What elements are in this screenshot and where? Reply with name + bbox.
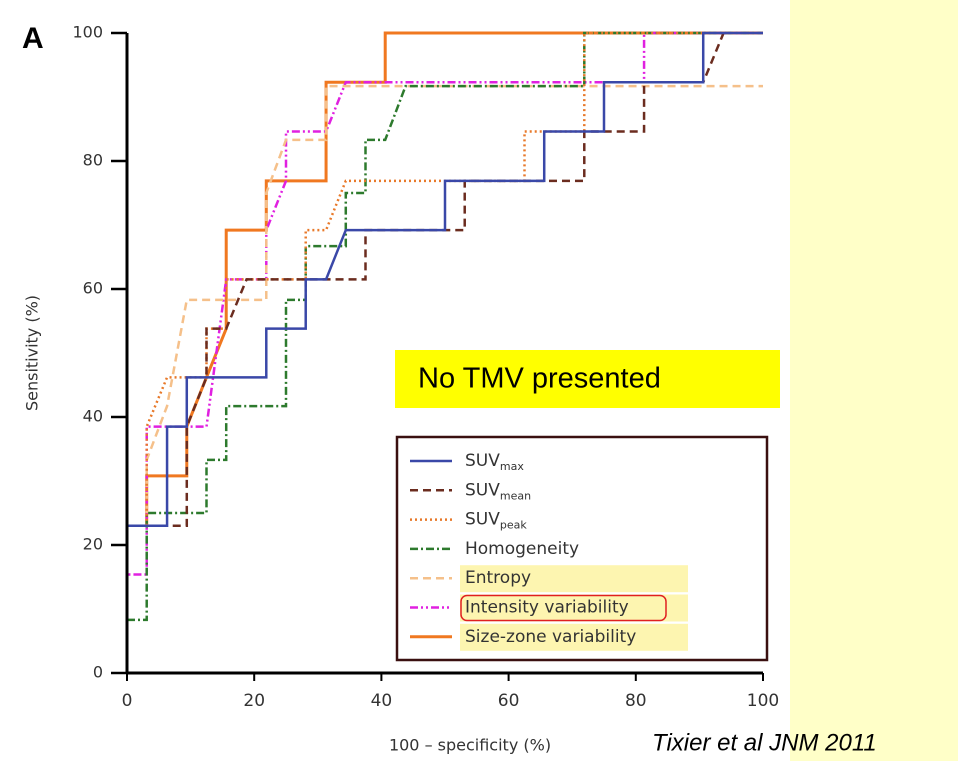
legend-name: Homogeneity: [465, 539, 579, 559]
legend-name: Size-zone variability: [465, 627, 636, 647]
series-line: [145, 84, 763, 513]
y-tick-label: 60: [83, 279, 103, 298]
legend-label: SUVmax: [465, 451, 524, 473]
y-tick-label: 80: [83, 151, 103, 170]
legend-name: SUV: [465, 480, 500, 500]
x-tick-label: 100: [747, 691, 779, 711]
legend: [395, 435, 769, 662]
x-tick-label: 40: [371, 691, 393, 711]
series-line: [145, 31, 763, 526]
x-axis-label: 100 – specificity (%): [389, 736, 551, 755]
legend-label: Homogeneity: [465, 539, 579, 559]
legend-subscript: mean: [500, 489, 531, 502]
series-line: [127, 31, 763, 622]
panel-label: A: [22, 22, 44, 55]
legend-label: Entropy: [465, 568, 531, 588]
legend-label: Size-zone variability: [465, 627, 636, 647]
y-axis-label: Sensitivity (%): [23, 295, 42, 411]
y-tick-label: 0: [93, 663, 103, 682]
annotation: No TMV presented: [418, 363, 661, 395]
citation: Tixier et al JNM 2011: [652, 729, 877, 756]
legend-highlight: [460, 623, 688, 651]
legend-highlight: [460, 565, 688, 593]
x-tick-label: 0: [122, 691, 133, 711]
legend-name: Entropy: [465, 568, 531, 588]
x-tick-label: 60: [498, 691, 520, 711]
legend-name: Intensity variability: [465, 598, 629, 618]
legend-name: SUV: [465, 510, 500, 530]
legend-subscript: max: [500, 460, 524, 473]
y-tick-label: 100: [72, 23, 103, 42]
series-line: [125, 31, 763, 673]
y-tick-label: 40: [83, 407, 103, 426]
legend-label: SUVpeak: [465, 510, 527, 532]
y-tick-label: 20: [83, 535, 103, 554]
x-tick-label: 80: [625, 691, 647, 711]
annotation-box: [395, 350, 780, 408]
legend-subscript: peak: [500, 519, 527, 532]
legend-name: SUV: [465, 451, 500, 471]
legend-label: Intensity variability: [465, 598, 629, 618]
legend-circle: [460, 594, 667, 622]
legend-label: SUVmean: [465, 480, 531, 502]
x-tick-label: 20: [243, 691, 265, 711]
legend-highlight: [460, 594, 688, 622]
